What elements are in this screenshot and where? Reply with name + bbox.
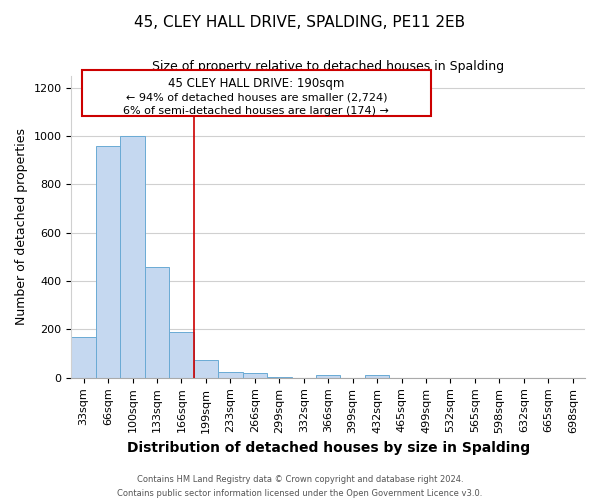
- Text: 45, CLEY HALL DRIVE, SPALDING, PE11 2EB: 45, CLEY HALL DRIVE, SPALDING, PE11 2EB: [134, 15, 466, 30]
- X-axis label: Distribution of detached houses by size in Spalding: Distribution of detached houses by size …: [127, 441, 530, 455]
- Title: Size of property relative to detached houses in Spalding: Size of property relative to detached ho…: [152, 60, 504, 73]
- Y-axis label: Number of detached properties: Number of detached properties: [15, 128, 28, 325]
- Bar: [218, 372, 242, 378]
- Bar: [316, 376, 340, 378]
- Bar: [267, 376, 292, 378]
- Text: ← 94% of detached houses are smaller (2,724): ← 94% of detached houses are smaller (2,…: [125, 92, 387, 102]
- Bar: [71, 336, 96, 378]
- Text: 45 CLEY HALL DRIVE: 190sqm: 45 CLEY HALL DRIVE: 190sqm: [168, 77, 344, 90]
- Bar: [242, 374, 267, 378]
- Bar: [194, 360, 218, 378]
- Text: Contains HM Land Registry data © Crown copyright and database right 2024.
Contai: Contains HM Land Registry data © Crown c…: [118, 476, 482, 498]
- FancyBboxPatch shape: [82, 70, 431, 116]
- Bar: [365, 376, 389, 378]
- Text: 6% of semi-detached houses are larger (174) →: 6% of semi-detached houses are larger (1…: [124, 106, 389, 116]
- Bar: [121, 136, 145, 378]
- Bar: [96, 146, 121, 378]
- Bar: [145, 266, 169, 378]
- Bar: [169, 332, 194, 378]
